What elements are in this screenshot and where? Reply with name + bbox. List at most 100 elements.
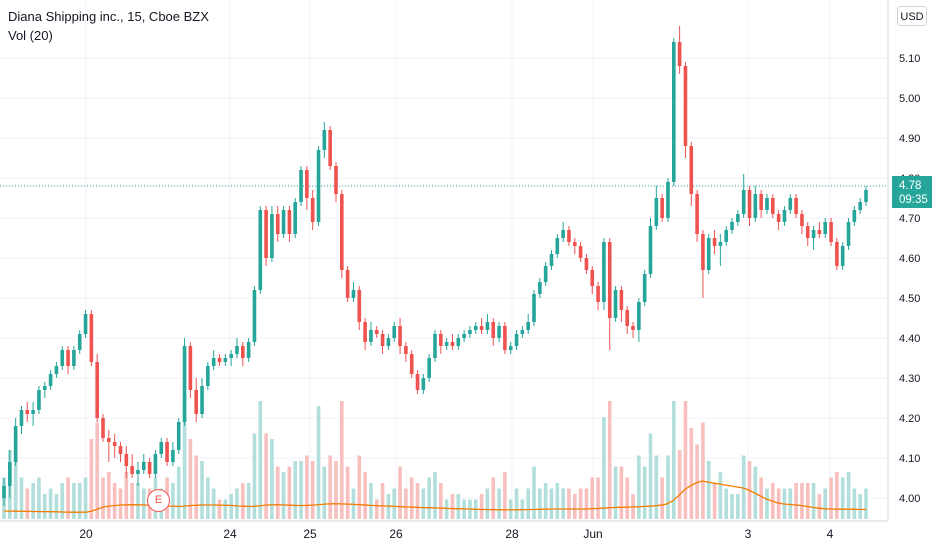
candle-body	[532, 294, 536, 322]
volume-bar	[398, 466, 402, 519]
candle-body	[730, 222, 734, 230]
candle-body	[171, 450, 175, 462]
volume-bar	[258, 401, 263, 519]
candle-body	[648, 226, 653, 274]
volume-bar	[37, 477, 41, 519]
candle-body	[8, 462, 12, 486]
volume-bar	[54, 494, 59, 519]
candle-body	[829, 222, 833, 242]
earnings-marker[interactable]: E	[147, 489, 170, 512]
candle-body	[520, 330, 525, 334]
volume-bar	[765, 488, 769, 519]
time-tick-label: 3	[745, 527, 752, 541]
candle-body	[54, 366, 59, 374]
candle-body	[217, 358, 222, 362]
volume-bar	[392, 488, 397, 519]
volume-bar	[642, 466, 647, 519]
volume-bar	[124, 472, 129, 519]
candle-body	[666, 182, 670, 218]
candle-body	[538, 282, 542, 294]
candle-body	[840, 246, 845, 266]
candle-body	[246, 342, 251, 358]
volume-bar	[625, 477, 630, 519]
volume-bar	[829, 477, 833, 519]
volume-bar	[246, 483, 251, 519]
volume-bar	[427, 477, 431, 519]
candle-body	[392, 326, 397, 338]
candle-body	[369, 330, 373, 342]
volume-bar	[380, 483, 385, 519]
currency-button[interactable]: USD	[897, 6, 927, 26]
candle-body	[101, 418, 105, 438]
candle-body	[567, 230, 571, 242]
candle-body	[77, 334, 82, 350]
candle-body	[2, 486, 6, 498]
candle-body	[299, 170, 303, 202]
candle-body	[462, 334, 466, 338]
symbol-title[interactable]: Diana Shipping inc., 15, Cboe BZX	[8, 9, 209, 24]
volume-bar	[514, 488, 519, 519]
candle-body	[543, 266, 548, 282]
volume-bar	[590, 477, 595, 519]
volume-bar	[701, 422, 705, 519]
candle-body	[147, 462, 152, 474]
candle-body	[275, 214, 280, 234]
time-tick-label: 26	[389, 527, 403, 541]
volume-bar	[788, 488, 793, 519]
volume-bar	[340, 401, 344, 519]
candle-body	[328, 130, 332, 166]
candle-body	[689, 146, 694, 194]
volume-bar	[89, 439, 94, 519]
candle-body	[858, 202, 862, 210]
volume-bar	[619, 466, 624, 519]
candle-body	[526, 322, 530, 330]
volume-bar	[712, 483, 717, 519]
candle-body	[508, 346, 513, 350]
candle-body	[578, 246, 583, 258]
volume-bar	[654, 455, 659, 519]
candle-body	[753, 194, 758, 218]
candle-body	[503, 326, 507, 350]
candle-body	[31, 410, 35, 414]
volume-bar	[281, 472, 286, 519]
volume-bar	[328, 455, 332, 519]
volume-bar	[95, 422, 99, 519]
volume-bar	[363, 472, 367, 519]
candle-body	[415, 374, 420, 390]
volume-bar	[48, 488, 53, 519]
volume-bar	[264, 433, 268, 519]
candle-body	[136, 470, 140, 474]
candle-body	[42, 386, 47, 390]
candle-body	[514, 334, 519, 346]
volume-bar	[439, 483, 443, 519]
volume-bar	[444, 499, 449, 519]
candle-body	[788, 198, 793, 210]
volume-bar	[229, 494, 233, 519]
volume-bar	[240, 483, 245, 519]
candle-body	[479, 326, 484, 330]
volume-bar	[706, 461, 711, 519]
time-axis[interactable]: 20 24 25 26 28 Jun 3 4	[0, 520, 888, 541]
volume-bar	[538, 488, 542, 519]
price-axis[interactable]: 5.105.004.904.804.704.604.504.404.304.20…	[887, 0, 920, 521]
volume-bar	[526, 488, 530, 519]
volume-bar	[759, 477, 763, 519]
volume-indicator-label[interactable]: Vol (20)	[8, 28, 53, 43]
volume-bar	[136, 483, 140, 519]
volume-bar	[130, 483, 134, 519]
candle-body	[188, 346, 193, 390]
candle-body	[642, 274, 647, 302]
price-tick-label: 4.20	[899, 413, 920, 425]
candle-body	[741, 190, 746, 214]
volume-bar	[409, 477, 414, 519]
price-tick-label: 5.10	[899, 53, 920, 65]
candle-body	[240, 346, 245, 358]
volume-bar	[345, 466, 350, 519]
candle-body	[83, 314, 88, 334]
volume-bar	[334, 461, 338, 519]
volume-bar	[299, 461, 303, 519]
price-tick-label: 4.10	[899, 453, 920, 465]
volume-bar	[322, 466, 327, 519]
volume-bar	[60, 483, 65, 519]
